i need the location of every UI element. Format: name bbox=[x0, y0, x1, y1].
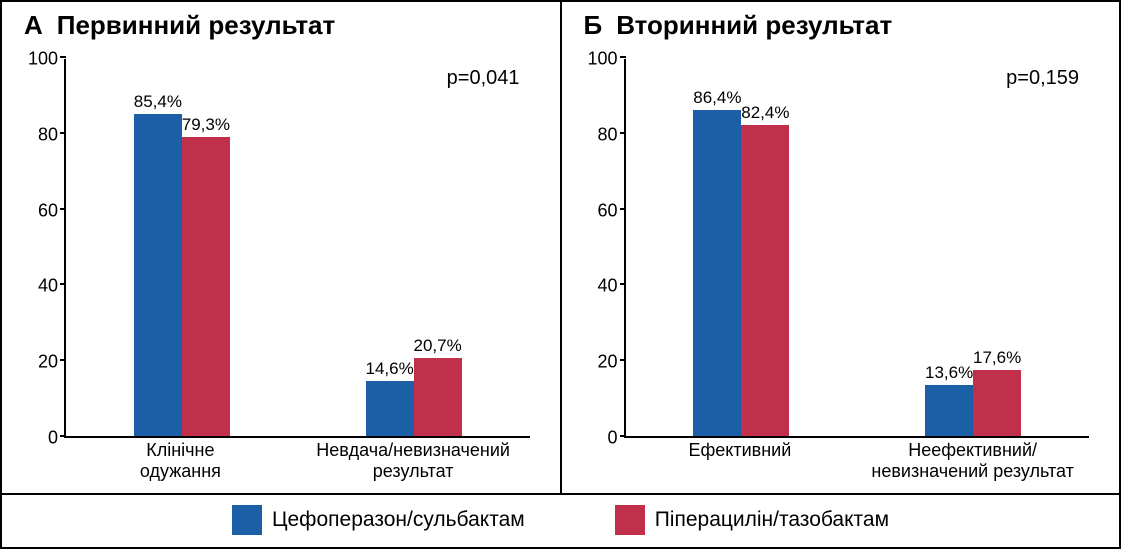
bar-pair: 86,4%82,4% bbox=[693, 59, 789, 436]
y-tick-label: 40 bbox=[38, 276, 58, 297]
x-axis-label: Клінічнеодужання bbox=[64, 438, 297, 493]
legend-item-2: Піперацилін/тазобактам bbox=[615, 505, 889, 535]
y-tick-mark bbox=[60, 283, 66, 285]
panels-container: А Первинний результат 020406080100 p=0,0… bbox=[2, 2, 1119, 493]
bar-value-label: 79,3% bbox=[182, 115, 230, 135]
y-tick-mark bbox=[620, 132, 626, 134]
bar-value-label: 14,6% bbox=[366, 359, 414, 379]
figure-frame: А Первинний результат 020406080100 p=0,0… bbox=[0, 0, 1121, 549]
panel-b-title: Вторинний результат bbox=[616, 10, 892, 41]
panel-b-plot: p=0,159 86,4%82,4%13,6%17,6% bbox=[624, 59, 1090, 438]
y-tick-mark bbox=[60, 132, 66, 134]
y-tick-label: 60 bbox=[597, 200, 617, 221]
y-tick-mark bbox=[620, 208, 626, 210]
panel-a-chart: 020406080100 p=0,041 85,4%79,3%14,6%20,7… bbox=[14, 41, 548, 493]
y-tick-mark bbox=[620, 435, 626, 437]
y-tick-label: 0 bbox=[48, 428, 58, 449]
y-tick-mark bbox=[60, 435, 66, 437]
panel-a-plot: p=0,041 85,4%79,3%14,6%20,7% bbox=[64, 59, 530, 438]
x-axis-label: Невдача/невизначенийрезультат bbox=[297, 438, 530, 493]
bar-value-label: 85,4% bbox=[134, 92, 182, 112]
bar-group: 85,4%79,3% bbox=[66, 59, 298, 436]
y-tick-label: 80 bbox=[597, 124, 617, 145]
panel-b-chart: 020406080100 p=0,159 86,4%82,4%13,6%17,6… bbox=[574, 41, 1108, 493]
legend-label-1: Цефоперазон/сульбактам bbox=[272, 508, 525, 532]
panel-a-bars: 85,4%79,3%14,6%20,7% bbox=[66, 59, 530, 436]
panel-b-y-axis: 0 20 40 60 80 100 bbox=[574, 41, 624, 493]
bar-group: 14,6%20,7% bbox=[298, 59, 530, 436]
bar: 13,6% bbox=[925, 385, 973, 436]
panel-a-y-axis: 0 20 40 60 80 100 bbox=[14, 41, 64, 493]
bar-pair: 85,4%79,3% bbox=[134, 59, 230, 436]
panel-b-bars: 86,4%82,4% 13,6%17,6% bbox=[626, 59, 1090, 436]
bar: 20,7% bbox=[414, 358, 462, 436]
legend-swatch-1 bbox=[232, 505, 262, 535]
y-tick-mark bbox=[60, 56, 66, 58]
panel-a-title: Первинний результат bbox=[57, 10, 335, 41]
legend-item-1: Цефоперазон/сульбактам bbox=[232, 505, 525, 535]
panel-b: Б Вторинний результат 020406080100 p=0,1… bbox=[562, 2, 1120, 493]
y-tick-label: 80 bbox=[38, 124, 58, 145]
panel-a: А Первинний результат 020406080100 p=0,0… bbox=[2, 2, 560, 493]
y-tick-label: 100 bbox=[587, 49, 617, 70]
bar-value-label: 13,6% bbox=[925, 363, 973, 383]
y-tick-label: 40 bbox=[597, 276, 617, 297]
bar-value-label: 82,4% bbox=[741, 103, 789, 123]
bar: 14,6% bbox=[366, 381, 414, 436]
panel-a-x-labels: КлінічнеодужанняНевдача/невизначенийрезу… bbox=[64, 438, 530, 493]
bar: 86,4% bbox=[693, 110, 741, 436]
bar: 17,6% bbox=[973, 370, 1021, 436]
legend: Цефоперазон/сульбактам Піперацилін/тазоб… bbox=[2, 493, 1119, 547]
x-axis-label: Ефективний bbox=[624, 438, 857, 493]
legend-swatch-2 bbox=[615, 505, 645, 535]
bar-group: 86,4%82,4% bbox=[626, 59, 858, 436]
y-tick-label: 100 bbox=[28, 49, 58, 70]
panel-a-header: А Первинний результат bbox=[14, 10, 548, 41]
y-tick-label: 60 bbox=[38, 200, 58, 221]
x-axis-label: Неефективний/невизначений результат bbox=[856, 438, 1089, 493]
panel-b-x-labels: ЕфективнийНеефективний/невизначений резу… bbox=[624, 438, 1090, 493]
panel-a-letter: А bbox=[24, 10, 43, 41]
panel-b-header: Б Вторинний результат bbox=[574, 10, 1108, 41]
bar-value-label: 17,6% bbox=[973, 348, 1021, 368]
bar-group: 13,6%17,6% bbox=[857, 59, 1089, 436]
y-tick-mark bbox=[620, 359, 626, 361]
bar-pair: 14,6%20,7% bbox=[366, 59, 462, 436]
y-tick-label: 0 bbox=[607, 428, 617, 449]
bar: 85,4% bbox=[134, 114, 182, 436]
y-tick-mark bbox=[60, 208, 66, 210]
panel-b-letter: Б bbox=[584, 10, 603, 41]
y-tick-mark bbox=[60, 359, 66, 361]
y-tick-mark bbox=[620, 283, 626, 285]
y-tick-label: 20 bbox=[597, 352, 617, 373]
bar-value-label: 86,4% bbox=[693, 88, 741, 108]
bar-value-label: 20,7% bbox=[414, 336, 462, 356]
bar: 82,4% bbox=[741, 125, 789, 436]
y-tick-mark bbox=[620, 56, 626, 58]
legend-label-2: Піперацилін/тазобактам bbox=[655, 508, 889, 532]
bar-pair: 13,6%17,6% bbox=[925, 59, 1021, 436]
bar: 79,3% bbox=[182, 137, 230, 436]
y-tick-label: 20 bbox=[38, 352, 58, 373]
